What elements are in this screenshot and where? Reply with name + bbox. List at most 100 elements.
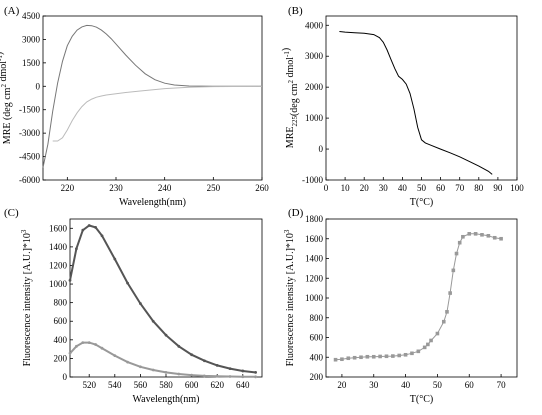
y-axis-label-part: ) — [0, 52, 5, 55]
y-axis-label-part: (deg cm — [289, 83, 300, 116]
y-tick-label: 800 — [310, 313, 324, 323]
data-point — [333, 357, 338, 362]
x-tick-label: 100 — [510, 183, 524, 193]
data-point — [371, 354, 376, 359]
x-axis-label: T(°C) — [410, 197, 433, 208]
y-tick-label: -1000 — [302, 175, 323, 185]
data-point — [254, 375, 257, 379]
y-axis-label-part: 3 — [283, 229, 291, 233]
data-point — [403, 352, 408, 357]
y-axis-label-part: ) — [281, 48, 292, 51]
y-axis-label-part: 2 — [287, 80, 295, 84]
x-tick-label: 60 — [436, 183, 446, 193]
y-tick-label: -4500 — [19, 152, 40, 162]
y-axis-label-part: -1 — [0, 55, 4, 61]
data-point — [228, 367, 232, 371]
y-axis-label-part: Fluorescence intensity [A.U.]*10 — [22, 233, 33, 366]
y-tick-label: 1600 — [305, 234, 324, 244]
data-point — [113, 257, 117, 261]
data-point — [151, 319, 155, 323]
x-tick-label: 70 — [497, 380, 507, 390]
x-tick-label: 70 — [455, 183, 465, 193]
data-point — [346, 356, 351, 361]
x-tick-label: 0 — [324, 183, 329, 193]
y-axis-label-part: MRE — [285, 127, 296, 149]
y-axis-label: Fluorescence intensity [A.U.]*103 — [283, 229, 296, 366]
x-tick-label: 40 — [398, 183, 408, 193]
x-tick-label: 60 — [465, 380, 475, 390]
y-tick-label: 0 — [63, 372, 68, 382]
y-axis-label-part: Fluorescence intensity [A.U.]*10 — [285, 233, 296, 366]
panel-label: (A) — [4, 5, 20, 17]
x-axis-label: Wavelength(nm) — [133, 394, 200, 405]
data-point — [461, 234, 465, 239]
y-axis-label: Fluorescence intensity [A.U.]*103 — [20, 229, 33, 366]
data-point — [139, 302, 142, 305]
data-point — [126, 281, 129, 285]
data-point — [359, 355, 363, 360]
series-line-1 — [339, 31, 493, 175]
data-point — [81, 341, 85, 345]
y-tick-label: 200 — [310, 372, 324, 382]
x-tick-label: 50 — [433, 380, 443, 390]
panel-label: (D) — [288, 207, 304, 219]
data-point — [164, 370, 168, 374]
plot-frame — [69, 218, 263, 378]
x-axis-label: T(°C) — [410, 394, 433, 405]
x-tick-label: 560 — [134, 380, 148, 390]
y-tick-label: 1400 — [49, 242, 68, 252]
series-line-1 — [42, 24, 262, 168]
data-point — [397, 353, 402, 358]
data-point — [378, 354, 382, 359]
data-point — [365, 354, 370, 359]
data-point — [467, 232, 472, 236]
y-tick-label: 200 — [54, 353, 68, 363]
data-point — [352, 355, 357, 360]
data-point — [94, 225, 97, 229]
data-point — [340, 357, 344, 362]
series-line-2 — [52, 85, 263, 142]
x-tick-label: 30 — [379, 183, 389, 193]
data-point — [100, 234, 104, 238]
x-tick-label: 30 — [369, 380, 379, 390]
data-point — [480, 233, 484, 237]
series-line-1 — [69, 224, 256, 374]
plot-frame — [325, 218, 518, 378]
x-tick-label: 520 — [82, 380, 96, 390]
data-point — [241, 369, 245, 373]
y-axis-label: MRE225(deg cm2 dmol-1) — [281, 48, 300, 148]
x-tick-label: 260 — [255, 183, 269, 193]
chart-panel-1: (A) 220 230 240 250 260 -6000 -4500 -3000 -1500 0 1… — [0, 5, 269, 208]
plot-frame — [42, 15, 263, 181]
data-point — [486, 233, 491, 238]
y-tick-label: 1200 — [49, 260, 68, 270]
x-tick-label: 220 — [61, 183, 75, 193]
y-axis-label-part: 3 — [20, 229, 28, 233]
data-point — [241, 375, 245, 379]
y-tick-label: 1000 — [305, 113, 324, 123]
data-point — [87, 224, 91, 227]
panel-label: (B) — [288, 5, 303, 17]
y-tick-label: 1400 — [305, 254, 324, 264]
series-line-1 — [335, 233, 502, 361]
y-axis-label-part: MRE (deg cm — [2, 87, 13, 144]
data-point — [457, 240, 462, 245]
data-point — [68, 351, 72, 355]
x-tick-label: 230 — [109, 183, 123, 193]
data-point — [391, 354, 395, 358]
chart-panel-4: (D) 20 30 40 50 60 70 200 400 600 800 1000 1200 1400 1… — [283, 207, 518, 405]
y-tick-label: 0 — [36, 81, 41, 91]
y-tick-label: 400 — [54, 335, 68, 345]
y-tick-label: 0 — [319, 144, 324, 154]
y-tick-label: -6000 — [19, 175, 40, 185]
data-point — [384, 354, 389, 359]
data-point — [448, 291, 452, 295]
y-tick-label: -1500 — [19, 105, 40, 115]
data-point — [75, 344, 78, 348]
y-tick-label: 1800 — [305, 214, 324, 224]
y-tick-label: 400 — [310, 352, 324, 362]
x-tick-label: 620 — [210, 380, 224, 390]
y-axis-label-part: 225 — [291, 116, 299, 127]
y-tick-label: -3000 — [19, 128, 40, 138]
data-point — [75, 247, 78, 251]
